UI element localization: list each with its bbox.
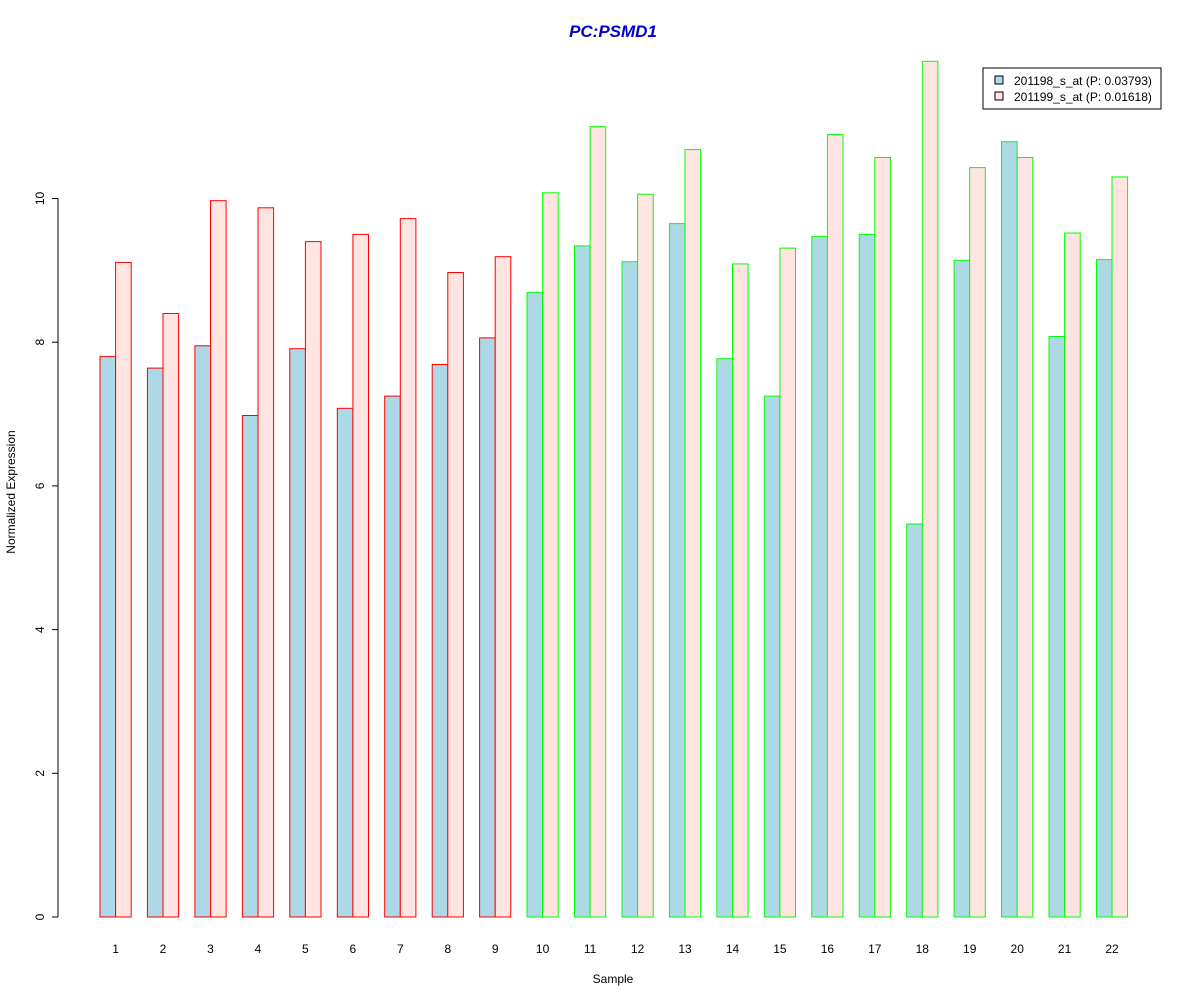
bar-sample-6-series-1 [336,407,354,918]
bar-sample-13-series-2 [684,149,702,918]
bar-sample-6-series-2 [352,233,369,918]
x-tick-label: 2 [160,942,167,956]
bar-sample-15-series-2 [779,247,797,918]
bar-sample-17-series-1 [858,233,876,918]
bar-sample-19-series-1 [953,259,971,918]
x-tick-label: 19 [963,942,977,956]
legend-label-201198: 201198_s_at (P: 0.03793) [1014,74,1152,88]
x-tick-label: 16 [821,942,835,956]
bar-sample-1-series-2 [115,261,132,918]
bar-sample-7-series-2 [399,218,417,918]
x-tick-labels: 1 2 3 4 5 6 7 8 9 10 11 12 13 14 15 16 17 18 19 20 21 22 [112,942,1119,956]
bar-sample-11-series-2 [589,126,607,918]
bar-sample-1-series-1 [99,356,117,918]
y-tick-label: 8 [33,339,47,346]
bar-sample-20-series-1 [1001,141,1018,918]
bar-sample-11-series-1 [574,245,591,918]
bar-sample-4-series-2 [257,207,275,918]
bar-sample-5-series-2 [304,241,322,918]
y-tick-label: 10 [33,192,47,206]
bar-sample-18-series-2 [921,60,939,918]
bar-sample-21-series-1 [1048,336,1066,918]
bar-sample-16-series-1 [811,236,828,918]
x-tick-label: 1 [112,942,119,956]
bar-sample-8-series-2 [447,272,464,918]
bar-sample-9-series-1 [479,337,496,918]
x-tick-label: 22 [1105,942,1119,956]
bar-sample-22-series-1 [1096,259,1113,918]
bar-sample-5-series-1 [289,348,306,918]
y-tick-label: 6 [33,482,47,489]
legend-swatch-201198 [994,75,1004,85]
bar-sample-16-series-2 [826,134,844,918]
bar-sample-18-series-1 [906,523,923,918]
bar-sample-12-series-1 [621,261,639,918]
bar-sample-14-series-2 [732,263,749,918]
bar-sample-9-series-2 [494,256,512,918]
x-tick-label: 12 [631,942,645,956]
bar-sample-10-series-2 [542,192,559,918]
bar-sample-22-series-2 [1111,176,1129,918]
legend: 201198_s_at (P: 0.03793) 201199_s_at (P:… [982,67,1162,110]
x-tick-label: 18 [916,942,930,956]
y-axis: 0 2 4 6 8 10 [33,192,59,920]
bar-sample-3-series-2 [210,200,227,918]
bar-sample-20-series-2 [1016,157,1034,918]
bar-sample-7-series-1 [384,395,401,918]
x-tick-label: 3 [207,942,214,956]
y-tick-label: 4 [33,626,47,633]
bar-sample-15-series-1 [763,395,781,918]
x-tick-label: 6 [350,942,357,956]
bar-sample-19-series-2 [969,167,986,918]
bars-layer [99,60,1129,918]
x-tick-label: 8 [444,942,451,956]
bar-sample-2-series-2 [162,313,180,918]
legend-swatch-201199 [994,91,1004,101]
bar-sample-17-series-2 [874,157,891,918]
x-tick-label: 13 [678,942,692,956]
bar-sample-2-series-1 [146,367,164,918]
x-axis-label: Sample [593,972,634,986]
x-tick-label: 15 [773,942,787,956]
x-tick-label: 20 [1011,942,1025,956]
legend-label-201199: 201199_s_at (P: 0.01618) [1014,90,1152,104]
x-tick-label: 5 [302,942,309,956]
x-tick-label: 9 [492,942,499,956]
chart-title: PC:PSMD1 [569,22,657,41]
y-tick-label: 2 [33,770,47,777]
x-tick-label: 14 [726,942,740,956]
bar-sample-10-series-1 [526,292,544,918]
x-tick-label: 7 [397,942,404,956]
x-tick-label: 4 [255,942,262,956]
legend-box [982,67,1162,110]
bar-sample-4-series-1 [241,415,259,918]
bar-sample-8-series-1 [431,364,449,918]
bar-sample-21-series-2 [1064,232,1081,918]
bar-sample-3-series-1 [194,345,211,918]
bar-sample-14-series-1 [716,358,734,918]
x-tick-label: 10 [536,942,550,956]
x-tick-label: 11 [584,942,597,956]
y-tick-label: 0 [33,913,47,920]
y-axis-label: Normalized Expression [4,430,18,553]
bar-sample-13-series-1 [668,223,686,918]
x-tick-label: 21 [1058,942,1072,956]
bar-sample-12-series-2 [637,193,654,918]
x-tick-label: 17 [868,942,882,956]
